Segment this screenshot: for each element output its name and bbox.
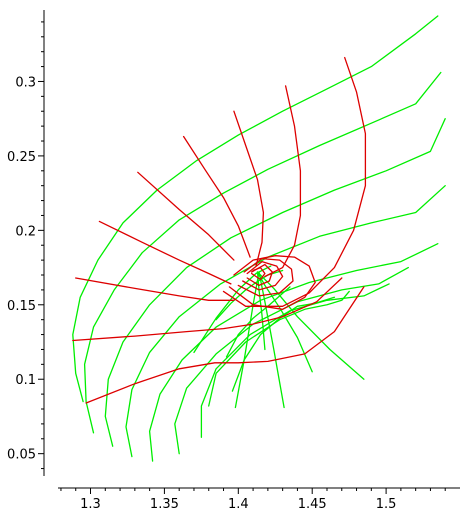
curve-family-a-4 [148,243,439,462]
y-tick-label: 0.25 [7,150,36,165]
curve-family-a-10 [215,269,284,321]
curve-family-b-22 [182,135,251,258]
x-tick-label: 1.35 [150,497,179,512]
curve-family-a-1 [83,71,442,434]
curve-family-a-8 [231,296,336,392]
curve-family-b-24 [264,85,302,278]
curve-family-a-9 [225,286,291,358]
curve-family-a-13 [256,271,266,351]
curve-family-b-21 [137,171,235,261]
chart-axes [43,10,460,489]
y-tick-label: 0.2 [15,224,36,239]
chart-curves [72,15,446,462]
x-tick-label: 1.45 [298,497,327,512]
curve-family-a-2 [104,118,446,447]
y-tick-label: 0.05 [7,448,36,463]
curve-family-a-5 [174,266,409,455]
y-tick-label: 0.1 [15,373,36,388]
curve-family-a-16 [256,271,365,380]
curve-family-b-20 [98,220,232,285]
curve-family-b-27 [237,257,294,297]
curve-family-b-18 [72,277,343,342]
curve-family-b-19 [75,277,235,301]
x-tick-label: 1.4 [228,497,249,512]
curve-family-b-17 [85,286,365,404]
curve-family-a-7 [208,290,350,407]
curve-family-a-3 [125,185,446,458]
curve-family-a-14 [258,271,285,409]
curve-family-b-26 [228,255,316,310]
y-tick-label: 0.15 [7,299,36,314]
curve-family-b-23 [233,110,265,267]
curve-family-b-29 [246,263,273,287]
y-tick-label: 0.3 [15,75,36,90]
curve-family-b-28 [242,260,284,291]
curve-family-a-12 [234,271,260,409]
curve-family-a-6 [200,283,390,438]
chart-ticks: 1.3 1.35 1.4 1.45 1.5 0.05 0.1 0.15 0.2 0.25 0.3 [7,21,446,512]
curve-family-b-30 [250,266,266,281]
curve-family-a-15 [256,271,313,373]
curve-family-a-0 [72,15,439,403]
x-tick-label: 1.3 [80,497,101,512]
x-tick-label: 1.5 [376,497,397,512]
